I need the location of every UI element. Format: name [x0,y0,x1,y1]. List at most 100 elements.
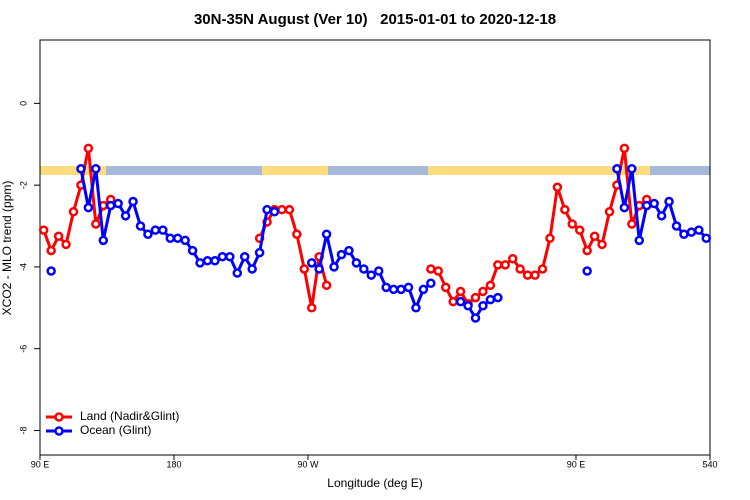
data-point [455,286,466,297]
data-point [440,282,451,293]
series-line [79,168,708,321]
data-point [336,249,347,260]
data-point [574,225,585,235]
data-point [225,251,235,262]
data-point [627,219,637,229]
data-point [426,278,436,289]
data-point [143,229,153,239]
data-point [567,219,578,229]
data-point [46,266,56,276]
data-point [217,251,228,262]
data-point [38,225,49,235]
data-point [530,270,540,280]
data-point [582,266,592,276]
y-tick-label: -4 [18,263,28,271]
data-point [493,260,503,270]
land-strip [632,166,650,175]
data-point [306,258,317,268]
data-point [239,251,250,262]
data-point [321,280,332,291]
x-tick-label: 90 E [31,459,50,469]
y-tick-label: 0 [18,101,28,106]
data-point [83,143,94,154]
data-point [195,258,205,268]
ocean-strip [40,166,710,175]
data-point [292,229,302,239]
data-point [46,245,56,256]
data-point [262,204,272,215]
data-point [98,235,109,246]
data-point [314,264,324,274]
data-point [656,211,667,221]
x-axis-label: Longitude (deg E) [327,476,422,490]
data-point [552,182,563,192]
data-point [344,245,354,256]
data-point [597,239,607,250]
data-point [589,231,600,242]
data-point [403,282,414,293]
data-point [485,280,496,291]
data-point [664,196,674,207]
data-point [135,221,146,231]
y-tick-label: -8 [18,426,28,434]
x-tick-label: 90 E [567,459,586,469]
data-point [463,301,473,311]
x-tick-label: 540 [702,459,717,469]
data-point [604,206,615,217]
data-point [359,264,369,274]
data-point [284,204,295,215]
data-point [91,219,101,229]
data-point [500,260,511,270]
data-point [165,233,176,244]
plot-box [39,39,711,456]
data-point [232,268,243,278]
data-point [53,231,64,242]
data-point [582,245,592,256]
data-point [113,198,123,209]
data-point [158,225,168,235]
data-point [120,211,131,221]
data-point [537,264,548,274]
data-point [522,270,533,280]
x-tick-label: 90 W [297,459,319,469]
data-point [470,292,481,303]
legend-marker [54,426,64,436]
data-point [396,284,406,295]
data-point [478,286,488,297]
data-point [210,256,220,266]
data-point [701,233,712,244]
data-point [180,235,190,246]
data-point [254,247,265,258]
data-point [634,235,645,246]
data-point [470,313,481,323]
data-point [560,204,570,215]
data-point [150,225,161,235]
data-point [418,284,429,295]
data-point [299,264,310,274]
data-point [411,303,421,313]
data-point [426,264,436,274]
data-point [612,164,622,174]
data-point [329,262,339,272]
data-point [619,202,630,213]
data-point [321,229,332,239]
legend-marker [54,412,64,422]
data-point [679,229,689,239]
chart-title: 30N-35N August (Ver 10) 2015-01-01 to 20… [194,11,556,28]
data-point [373,266,384,276]
data-point [105,200,116,211]
data-point [448,296,458,307]
data-point [686,227,697,237]
y-tick-label: -6 [18,345,28,353]
data-point [202,256,213,266]
data-point [619,143,630,154]
legend-label: Land (Nadir&Glint) [80,409,179,423]
data-point [91,164,101,174]
data-point [366,270,377,280]
data-point [172,233,183,244]
data-point [388,284,399,295]
land-strip [428,166,625,175]
data-point [455,296,466,307]
